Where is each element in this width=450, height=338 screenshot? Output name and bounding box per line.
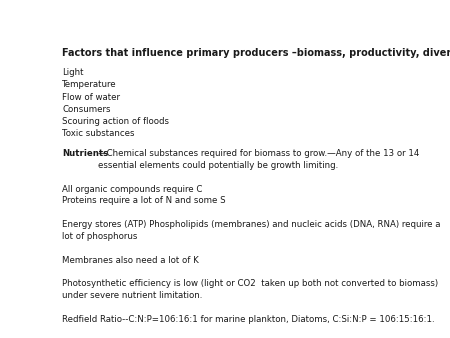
Text: Energy stores (ATP) Phospholipids (membranes) and nucleic acids (DNA, RNA) requi: Energy stores (ATP) Phospholipids (membr… [63, 220, 441, 241]
Text: Membranes also need a lot of K: Membranes also need a lot of K [63, 256, 199, 265]
Text: Flow of water: Flow of water [63, 93, 121, 101]
Text: Temperature: Temperature [63, 80, 117, 90]
Text: Toxic substances: Toxic substances [63, 128, 135, 138]
Text: Factors that influence primary producers –biomass, productivity, diversity: Factors that influence primary producers… [63, 48, 450, 58]
Text: Nutrients: Nutrients [63, 149, 109, 158]
Text: Light: Light [63, 69, 84, 77]
Text: All organic compounds require C
Proteins require a lot of N and some S: All organic compounds require C Proteins… [63, 185, 226, 206]
Text: Scouring action of floods: Scouring action of floods [63, 117, 170, 125]
Text: —Chemical substances required for biomass to grow.—Any of the 13 or 14
essential: —Chemical substances required for biomas… [98, 149, 420, 170]
Text: Redfield Ratio--C:N:P=106:16:1 for marine plankton, Diatoms, C:Si:N:P = 106:15:1: Redfield Ratio--C:N:P=106:16:1 for marin… [63, 315, 435, 323]
Text: Photosynthetic efficiency is low (light or CO2  taken up both not converted to b: Photosynthetic efficiency is low (light … [63, 279, 439, 300]
Text: Consumers: Consumers [63, 104, 111, 114]
